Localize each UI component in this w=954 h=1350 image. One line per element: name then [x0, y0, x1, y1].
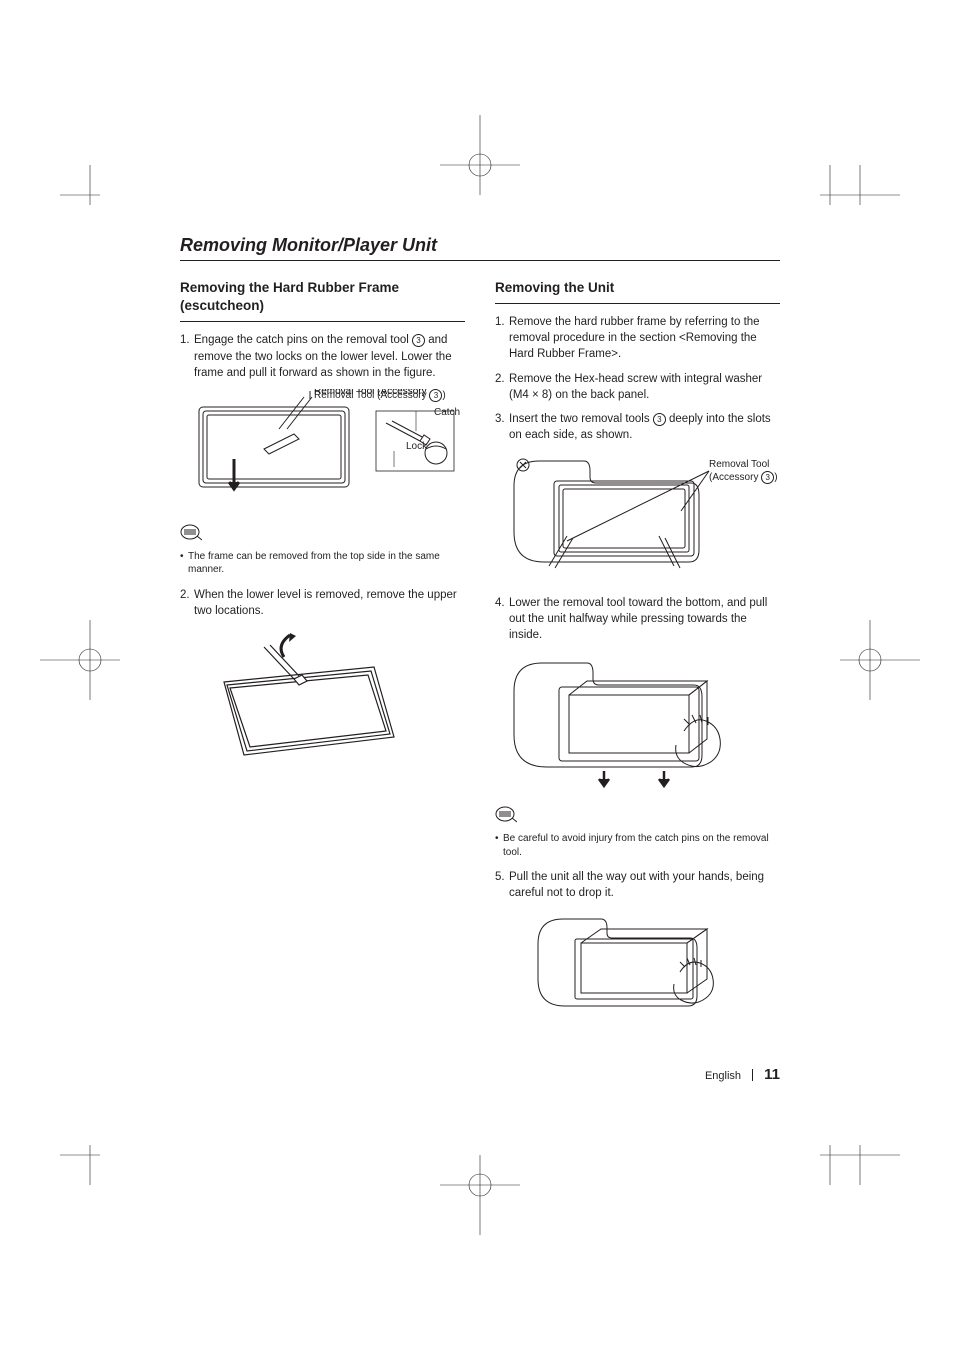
circled-3-icon: 3	[761, 471, 774, 484]
left-column: Removing the Hard Rubber Frame (escutche…	[180, 279, 465, 1038]
bullet-icon: •	[495, 832, 503, 859]
label-lock: Lock	[406, 441, 427, 452]
circled-3-icon: 3	[429, 389, 442, 402]
note-text: Be careful to avoid injury from the catc…	[503, 832, 780, 859]
step-body: Remove the hard rubber frame by referrin…	[509, 314, 780, 362]
right-column: Removing the Unit 1. Remove the hard rub…	[495, 279, 780, 1038]
step-number: 1.	[180, 332, 194, 380]
footer-language: English	[705, 1070, 741, 1082]
label-removal-tool: Removal Tool (Accessory 3)	[709, 459, 778, 484]
right-step-2: 2. Remove the Hex-head screw with integr…	[495, 371, 780, 403]
circled-3-icon: 3	[653, 413, 666, 426]
section-title: Removing Monitor/Player Unit	[180, 235, 780, 261]
right-step-5: 5. Pull the unit all the way out with yo…	[495, 869, 780, 901]
left-note: • The frame can be removed from the top …	[180, 550, 465, 577]
step-number: 1.	[495, 314, 509, 362]
crop-mark-tr	[800, 165, 900, 225]
circled-3-icon: 3	[412, 334, 425, 347]
crop-mark-tl	[60, 165, 120, 225]
step-body: Pull the unit all the way out with your …	[509, 869, 780, 901]
step-body: Insert the two removal tools 3 deeply in…	[509, 411, 780, 443]
label-removal-tool: Removal Tool (Accessory 3)	[314, 389, 446, 402]
label-catch: Catch	[434, 407, 460, 418]
reg-mark-right	[840, 620, 920, 700]
step-body: Lower the removal tool toward the bottom…	[509, 595, 780, 643]
figure-frame-removal-upper	[194, 627, 465, 757]
figure-frame-removal-lower: Removal Tool (Accessory Removal Tool (Ac…	[194, 389, 465, 509]
note-icon	[180, 523, 465, 546]
left-heading: Removing the Hard Rubber Frame (escutche…	[180, 279, 465, 322]
step-number: 2.	[495, 371, 509, 403]
step-number: 5.	[495, 869, 509, 901]
two-column-layout: Removing the Hard Rubber Frame (escutche…	[180, 279, 780, 1038]
right-note: • Be careful to avoid injury from the ca…	[495, 832, 780, 859]
figure-pull-out-fully	[535, 909, 780, 1024]
left-step-1: 1. Engage the catch pins on the removal …	[180, 332, 465, 380]
figure-pull-halfway	[509, 651, 780, 791]
crop-mark-br	[800, 1125, 900, 1185]
step-number: 4.	[495, 595, 509, 643]
page-footer: English 11	[705, 1066, 780, 1083]
reg-mark-left	[40, 620, 120, 700]
reg-mark-bottom	[440, 1155, 520, 1235]
page-content: Removing Monitor/Player Unit Removing th…	[180, 235, 780, 1038]
page-number: 11	[764, 1066, 780, 1083]
step-body: When the lower level is removed, remove …	[194, 587, 465, 619]
note-icon	[495, 805, 780, 828]
figure-insert-tools: Removal Tool (Accessory 3)	[509, 451, 780, 581]
left-step-2: 2. When the lower level is removed, remo…	[180, 587, 465, 619]
note-text: The frame can be removed from the top si…	[188, 550, 465, 577]
footer-divider	[752, 1069, 753, 1081]
step-number: 2.	[180, 587, 194, 619]
right-step-3: 3. Insert the two removal tools 3 deeply…	[495, 411, 780, 443]
step-body: Engage the catch pins on the removal too…	[194, 332, 465, 380]
reg-mark-top	[440, 115, 520, 195]
crop-mark-bl	[60, 1125, 120, 1185]
step-body: Remove the Hex-head screw with integral …	[509, 371, 780, 403]
step-number: 3.	[495, 411, 509, 443]
right-step-1: 1. Remove the hard rubber frame by refer…	[495, 314, 780, 362]
right-step-4: 4. Lower the removal tool toward the bot…	[495, 595, 780, 643]
bullet-icon: •	[180, 550, 188, 577]
right-heading: Removing the Unit	[495, 279, 780, 304]
